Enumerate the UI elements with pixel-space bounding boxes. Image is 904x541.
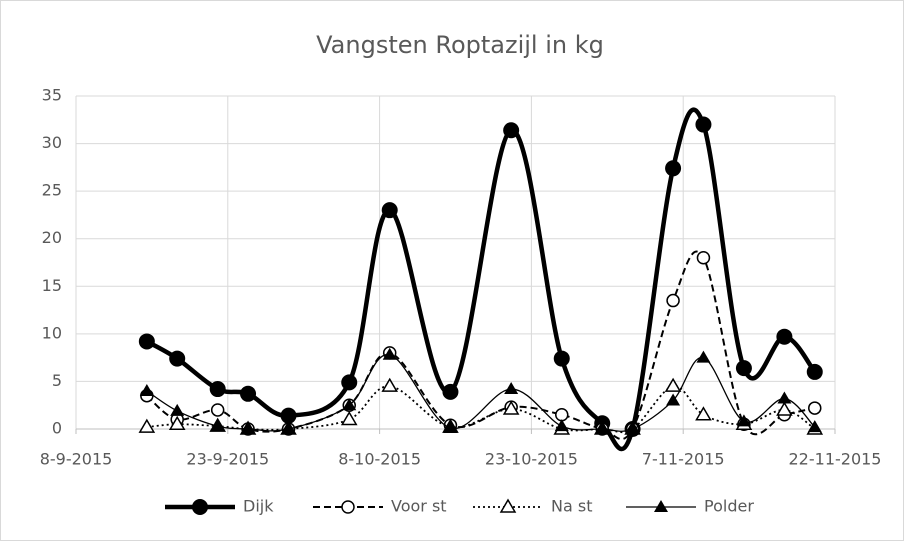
y-tick-label: 15 — [42, 276, 62, 295]
data-point — [696, 250, 711, 265]
legend-marker — [341, 500, 355, 514]
data-point — [806, 363, 823, 380]
data-point — [503, 122, 520, 139]
data-point — [240, 385, 257, 402]
y-tick-label: 35 — [42, 86, 62, 105]
y-tick-label: 0 — [52, 419, 62, 438]
data-point — [381, 202, 398, 219]
y-tick-label: 5 — [52, 371, 62, 390]
data-point — [776, 401, 793, 416]
data-point — [695, 406, 712, 421]
y-tick-label: 25 — [42, 181, 62, 200]
data-point — [443, 421, 458, 434]
data-point — [340, 410, 358, 426]
data-point — [695, 116, 712, 133]
data-point — [168, 415, 186, 430]
chart-title: Vangsten Roptazijl in kg — [316, 31, 604, 59]
x-tick-label: 23-9-2015 — [186, 450, 269, 469]
data-point — [382, 347, 397, 360]
y-tick-label: 20 — [42, 228, 62, 247]
data-point — [381, 377, 399, 392]
series-line — [146, 250, 815, 441]
x-tick-label: 8-10-2015 — [338, 450, 421, 469]
data-point — [210, 419, 225, 432]
legend-marker — [654, 500, 668, 512]
legend-marker — [192, 499, 208, 515]
y-tick-label: 10 — [42, 323, 62, 342]
data-point — [696, 350, 711, 363]
y-tick-label: 30 — [42, 133, 62, 152]
legend-marker — [499, 498, 517, 513]
data-point — [169, 350, 186, 367]
data-point — [442, 383, 459, 400]
legend-label: Voor st — [391, 497, 447, 516]
data-point — [170, 403, 185, 416]
data-point — [808, 401, 822, 415]
data-point — [625, 422, 640, 434]
data-point — [138, 333, 155, 350]
data-point — [807, 420, 822, 433]
data-point — [554, 419, 569, 432]
data-point — [139, 383, 154, 396]
data-point — [138, 418, 156, 433]
data-point — [735, 360, 752, 377]
data-point — [210, 403, 225, 417]
data-point — [241, 422, 256, 434]
data-point — [553, 350, 570, 367]
data-point — [664, 377, 682, 392]
data-point — [595, 422, 610, 434]
data-point — [504, 382, 519, 395]
x-tick-label: 23-10-2015 — [485, 450, 578, 469]
series-line — [145, 107, 817, 451]
x-tick-label: 8-9-2015 — [40, 450, 113, 469]
data-point — [666, 293, 680, 308]
x-tick-label: 7-11-2015 — [642, 450, 725, 469]
data-point — [502, 400, 520, 415]
data-point — [665, 160, 682, 177]
data-point — [776, 328, 793, 345]
data-point — [280, 407, 297, 424]
legend-label: Dijk — [243, 497, 274, 516]
legend-label: Na st — [551, 497, 592, 516]
legend-label: Polder — [704, 497, 754, 516]
data-point — [666, 393, 681, 406]
data-point — [342, 398, 357, 411]
x-tick-label: 22-11-2015 — [789, 450, 882, 469]
data-point — [341, 374, 358, 391]
data-point — [209, 381, 226, 398]
data-point — [736, 414, 751, 427]
data-point — [555, 407, 569, 422]
data-point — [281, 422, 296, 434]
data-point — [777, 391, 792, 404]
